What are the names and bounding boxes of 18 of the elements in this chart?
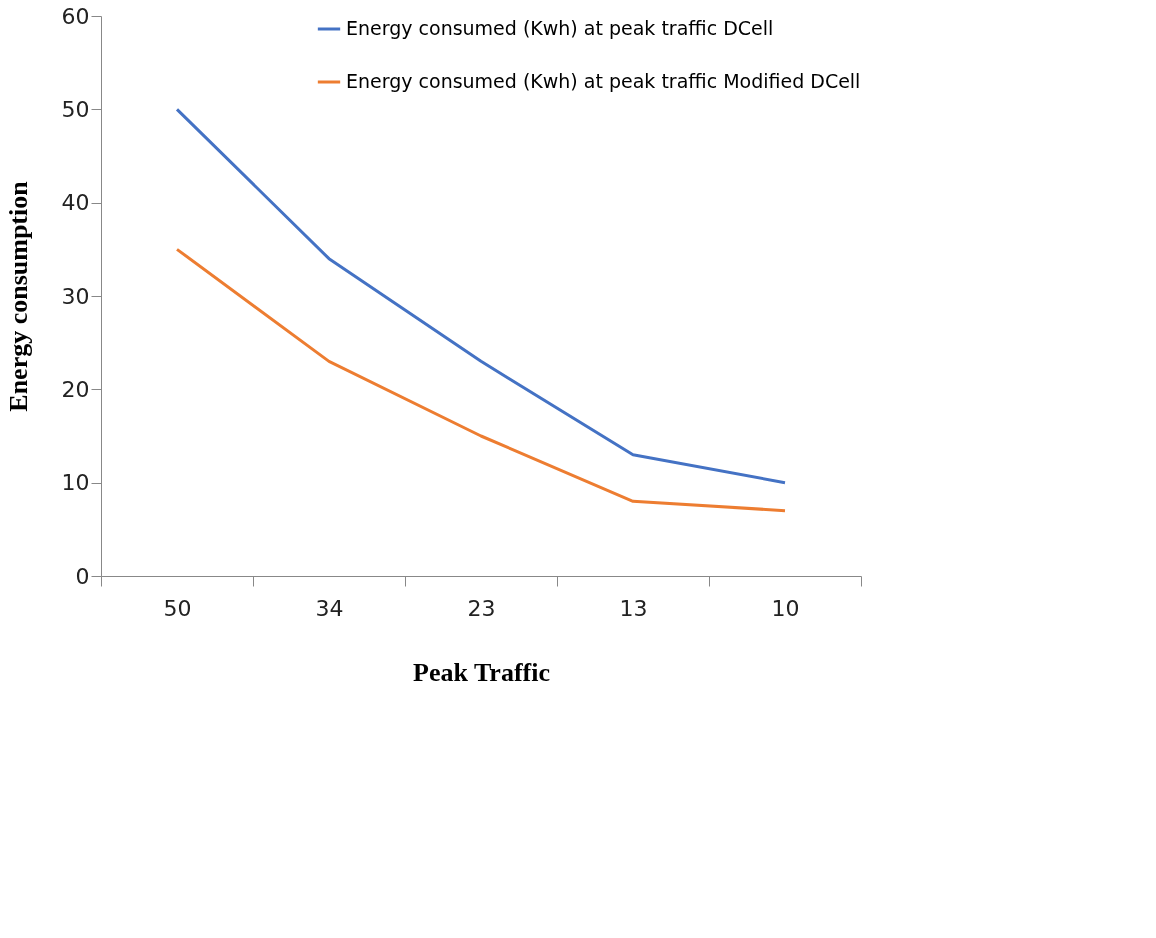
- y-tick-label: 20: [61, 376, 90, 402]
- legend-label: Energy consumed (Kwh) at peak traffic DCell: [346, 17, 774, 39]
- legend-label: Energy consumed (Kwh) at peak traffic Modified DCell: [346, 70, 861, 92]
- line-series: [175, 247, 787, 513]
- y-tick-label: 0: [75, 563, 90, 589]
- x-tick-label: 50: [163, 595, 192, 621]
- y-tick-label: 30: [61, 283, 90, 309]
- x-tick-label: 34: [315, 595, 344, 621]
- y-tick-label: 10: [61, 470, 90, 496]
- y-tick-label: 50: [61, 96, 90, 122]
- y-tick-label: 60: [61, 3, 90, 29]
- y-axis-title: Energy consumption: [3, 180, 33, 412]
- x-tick-label: 23: [467, 595, 496, 621]
- x-tick-label: 13: [619, 595, 648, 621]
- x-tick-label: 10: [771, 595, 800, 621]
- y-tick-label: 40: [61, 190, 90, 216]
- line-series: [175, 107, 787, 485]
- x-axis-title: Peak Traffic: [413, 657, 550, 687]
